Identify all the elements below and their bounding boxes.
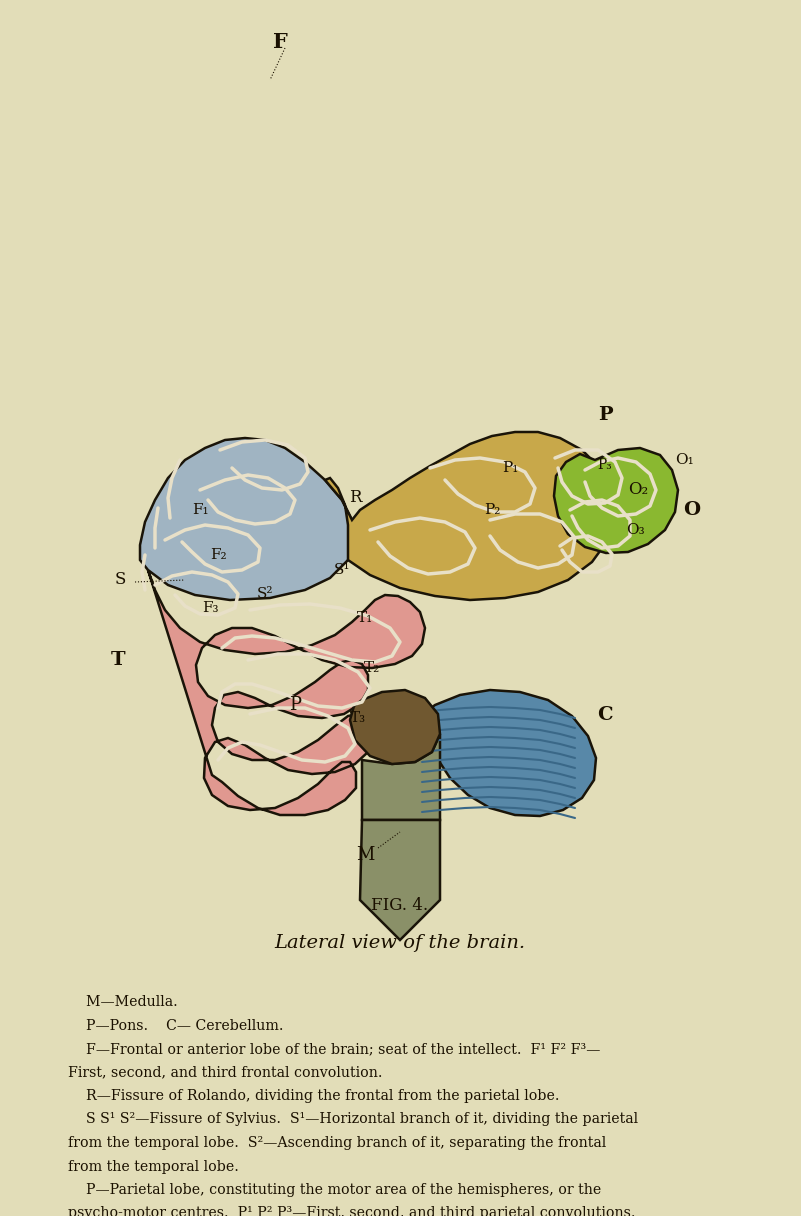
Text: FIG. 4.: FIG. 4. (372, 896, 429, 913)
Polygon shape (148, 570, 425, 815)
Text: T: T (111, 651, 125, 669)
Polygon shape (360, 820, 440, 940)
Text: P: P (289, 696, 301, 714)
Text: F: F (272, 32, 288, 52)
Text: M: M (356, 846, 374, 865)
Text: F—Frontal or anterior lobe of the brain; seat of the intellect.  F¹ F² F³—: F—Frontal or anterior lobe of the brain;… (68, 1042, 601, 1055)
Text: C: C (598, 706, 613, 724)
Text: O₁: O₁ (675, 454, 694, 467)
Text: S S¹ S²—Fissure of Sylvius.  S¹—Horizontal branch of it, dividing the parietal: S S¹ S²—Fissure of Sylvius. S¹—Horizonta… (68, 1113, 638, 1126)
Text: P₁: P₁ (501, 461, 518, 475)
Text: First, second, and third frontal convolution.: First, second, and third frontal convolu… (68, 1065, 383, 1080)
Polygon shape (140, 438, 355, 599)
Text: S¹: S¹ (334, 563, 350, 578)
Text: Lateral view of the brain.: Lateral view of the brain. (275, 934, 525, 952)
Text: P: P (598, 406, 612, 424)
Text: O₂: O₂ (628, 482, 648, 499)
Polygon shape (350, 689, 440, 764)
Polygon shape (554, 447, 678, 553)
Text: P—Parietal lobe, constituting the motor area of the hemispheres, or the: P—Parietal lobe, constituting the motor … (68, 1183, 602, 1197)
Text: P—Pons.    C— Cerebellum.: P—Pons. C— Cerebellum. (68, 1019, 284, 1032)
Text: O: O (683, 501, 701, 519)
Text: S²: S² (257, 587, 273, 601)
Text: psycho-motor centres.  P¹ P² P³—First, second, and third parietal convolutions.: psycho-motor centres. P¹ P² P³—First, se… (68, 1206, 635, 1216)
Text: F₁: F₁ (191, 503, 208, 517)
Text: T₃: T₃ (350, 711, 366, 725)
Text: F₃: F₃ (202, 601, 218, 615)
Text: S: S (115, 572, 126, 589)
Text: P₂: P₂ (484, 503, 500, 517)
Text: O₃: O₃ (626, 523, 644, 537)
Text: from the temporal lobe.: from the temporal lobe. (68, 1160, 239, 1173)
Polygon shape (362, 734, 440, 820)
Text: M—Medulla.: M—Medulla. (68, 995, 178, 1009)
Polygon shape (325, 432, 615, 599)
Polygon shape (415, 689, 596, 816)
Text: F₂: F₂ (210, 548, 227, 562)
Text: T₂: T₂ (364, 662, 380, 675)
Text: from the temporal lobe.  S²—Ascending branch of it, separating the frontal: from the temporal lobe. S²—Ascending bra… (68, 1136, 606, 1150)
Text: R—Fissure of Rolando, dividing the frontal from the parietal lobe.: R—Fissure of Rolando, dividing the front… (68, 1090, 560, 1103)
Text: P₃: P₃ (598, 458, 613, 472)
Text: R: R (348, 490, 361, 507)
Text: T₁: T₁ (357, 610, 373, 625)
